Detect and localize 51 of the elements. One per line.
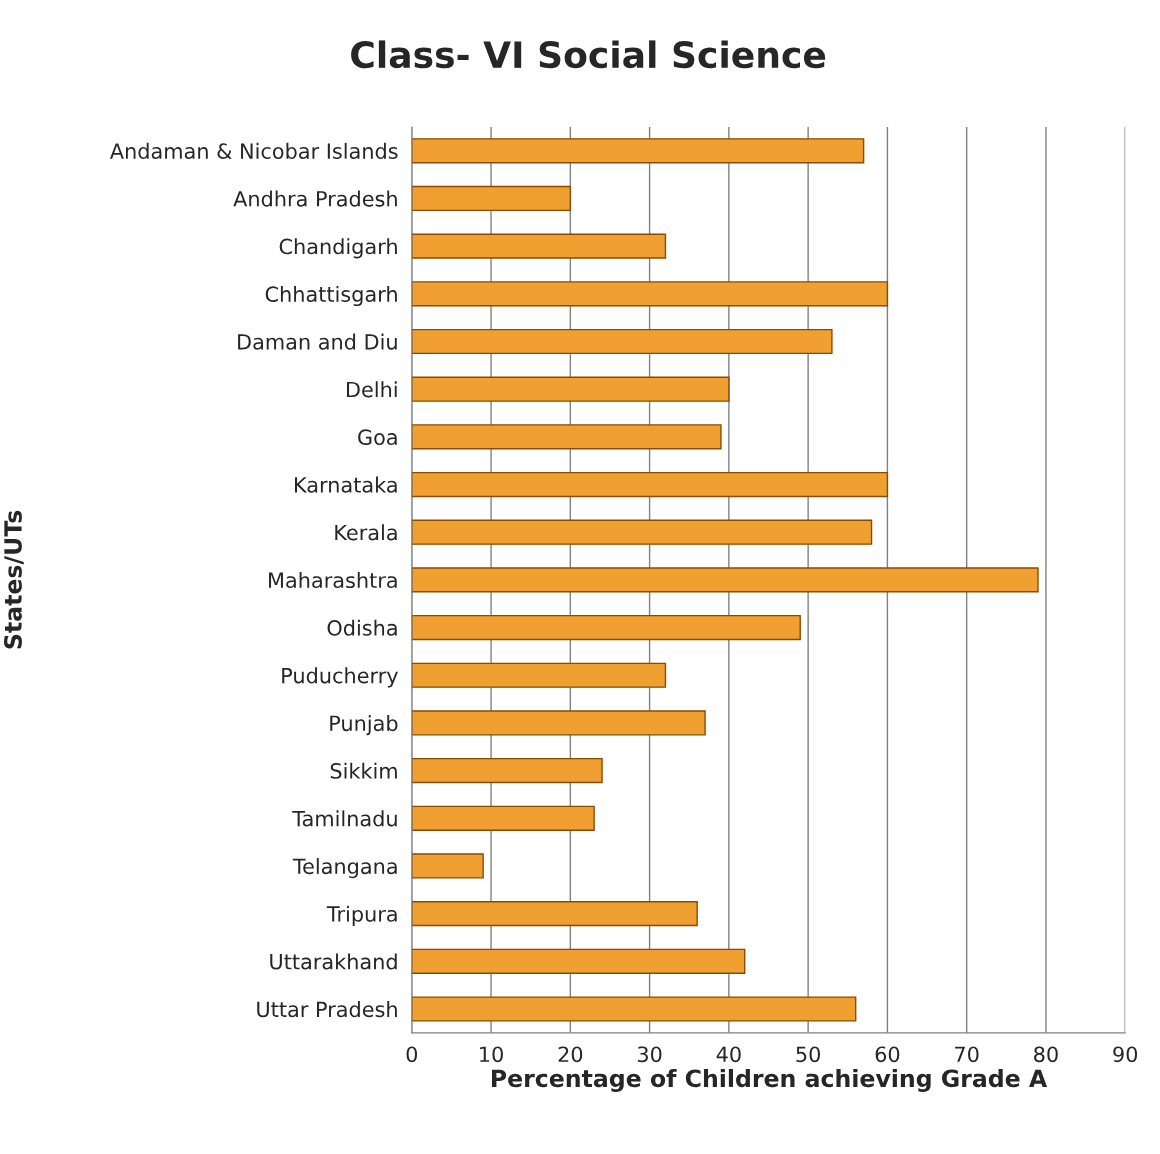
y-tick-label: Karnataka <box>295 476 397 493</box>
bar <box>411 614 801 641</box>
y-tick-label: Uttarakhand <box>270 953 397 970</box>
bar <box>411 376 730 402</box>
x-tick-label: 20 <box>558 1046 583 1063</box>
x-tick-label: 80 <box>1034 1046 1058 1063</box>
y-axis-title: States/UTs <box>4 510 24 649</box>
bar <box>411 519 873 545</box>
y-tick-label: Sikkim <box>330 762 397 779</box>
x-tick-label: 90 <box>1113 1046 1138 1063</box>
bar <box>411 757 603 784</box>
bar <box>411 710 706 736</box>
bar <box>411 471 889 498</box>
bar <box>411 424 722 450</box>
bar <box>411 328 833 355</box>
chart-title: Class- VI Social Science <box>351 40 826 69</box>
bar <box>411 948 746 974</box>
y-tick-label: Tamilnadu <box>292 810 397 827</box>
y-tick-label: Telangana <box>292 858 397 879</box>
y-tick-label: Kerala <box>335 524 397 541</box>
x-tick-label: 0 <box>406 1046 418 1063</box>
y-tick-label: Delhi <box>347 381 397 398</box>
bar <box>411 233 667 259</box>
bar <box>411 281 889 307</box>
bar <box>411 996 857 1022</box>
bar <box>411 567 1039 593</box>
y-tick-label: Chhattisgarh <box>265 285 397 307</box>
y-tick-label: Odisha <box>327 619 397 636</box>
x-tick-label: 30 <box>637 1046 662 1063</box>
y-tick-label: Uttar Pradesh <box>257 1001 397 1018</box>
bar <box>411 901 698 927</box>
bar <box>411 805 595 831</box>
x-axis-title: Percentage of Children achieving Grade A <box>491 1068 1048 1092</box>
y-tick-label: Punjab <box>330 715 398 736</box>
y-tick-label: Tripura <box>326 905 397 926</box>
x-tick-label: 60 <box>875 1046 900 1063</box>
x-tick-label: 10 <box>480 1046 503 1063</box>
x-tick-label: 50 <box>796 1046 820 1063</box>
y-tick-label: Daman and Diu <box>238 333 397 350</box>
bar <box>411 853 484 879</box>
y-tick-label: Andhra Pradesh <box>233 190 397 207</box>
bar <box>411 185 572 212</box>
bar <box>411 138 865 164</box>
y-tick-label: Maharashtra <box>269 571 397 589</box>
x-tick-label: 40 <box>716 1046 741 1063</box>
x-tick-label: 70 <box>955 1046 979 1063</box>
y-tick-label: Puducherry <box>282 667 398 688</box>
y-tick-label: Andaman & Nicobar Islands <box>109 142 398 159</box>
bar <box>411 662 667 688</box>
y-tick-label: Chandigarh <box>279 238 397 259</box>
y-tick-label: Goa <box>358 429 397 446</box>
